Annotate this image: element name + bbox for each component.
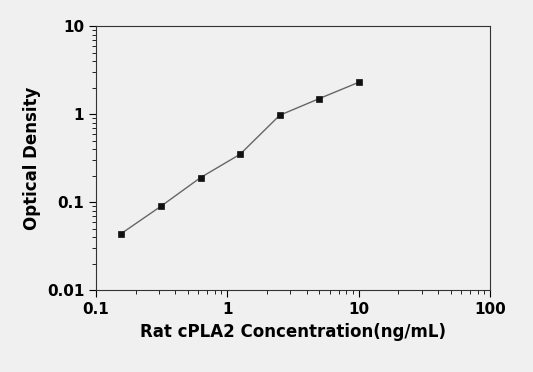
X-axis label: Rat cPLA2 Concentration(ng/mL): Rat cPLA2 Concentration(ng/mL) xyxy=(140,323,446,340)
Y-axis label: Optical Density: Optical Density xyxy=(23,86,41,230)
